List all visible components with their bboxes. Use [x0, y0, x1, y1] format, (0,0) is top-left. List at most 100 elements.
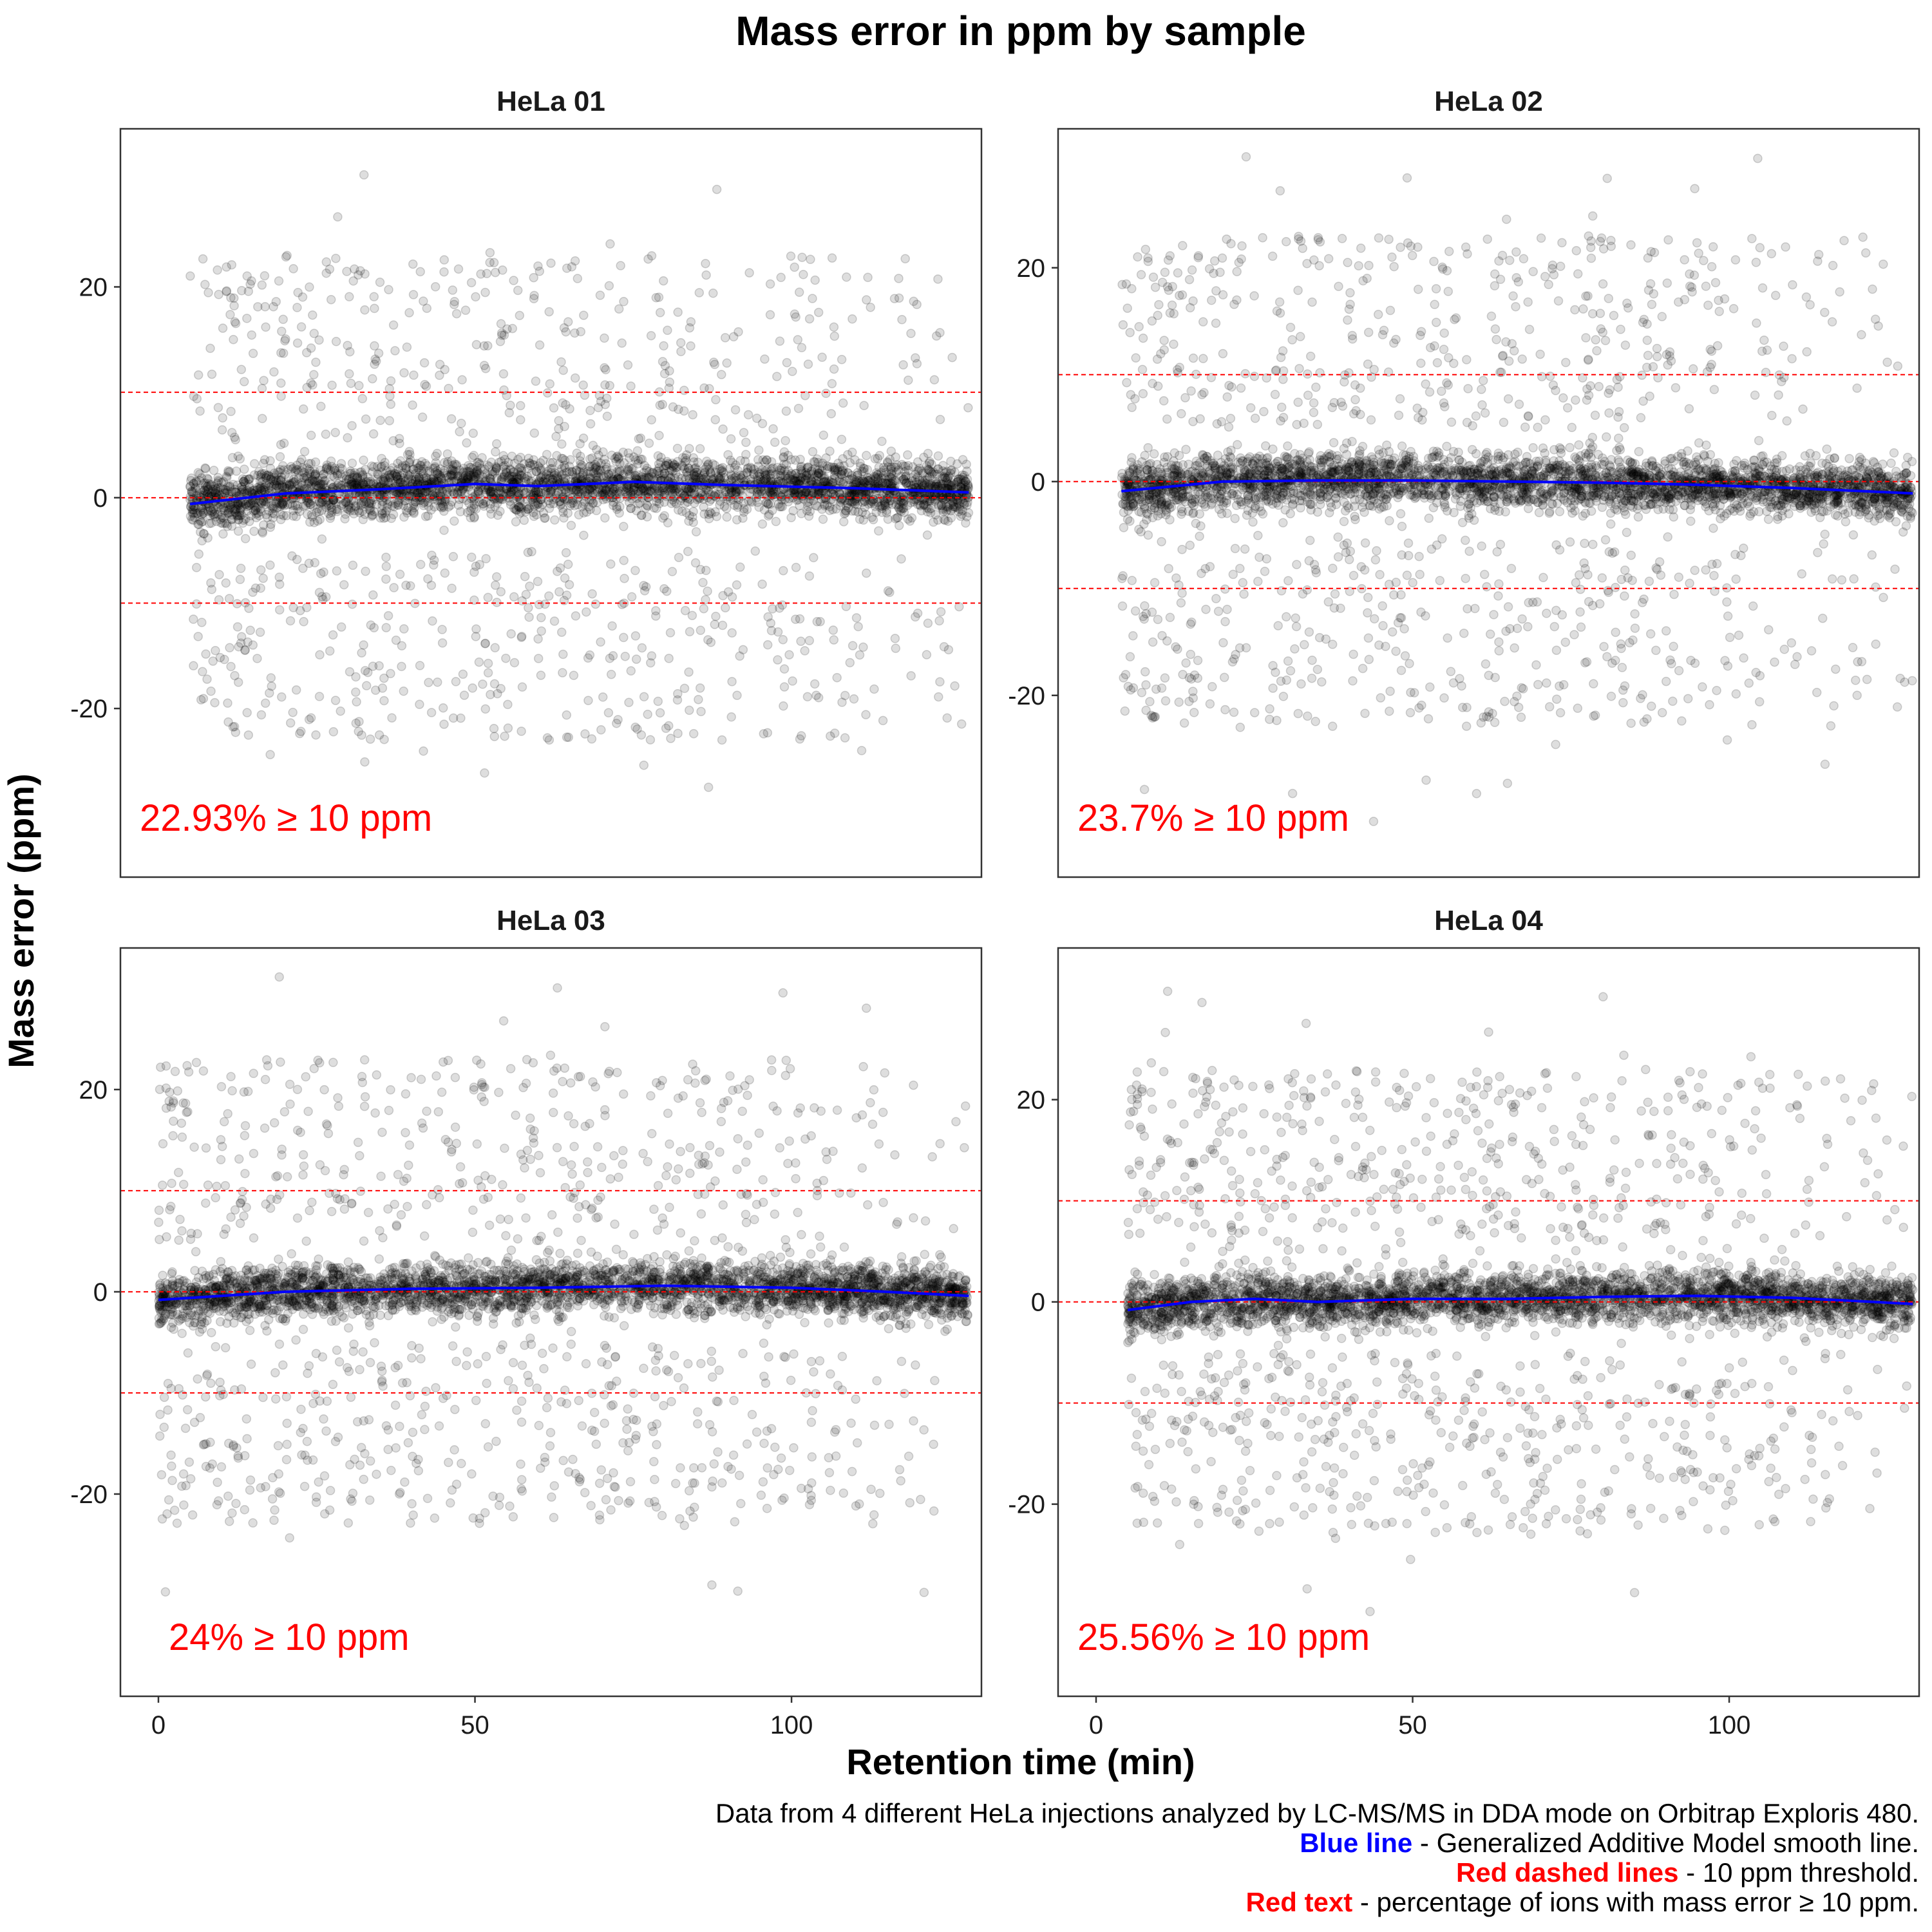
- data-point: [829, 635, 839, 645]
- data-point: [290, 477, 299, 487]
- data-point: [842, 272, 851, 282]
- data-point: [766, 466, 776, 476]
- data-point: [292, 460, 302, 470]
- data-point: [820, 499, 829, 509]
- data-point: [710, 415, 721, 424]
- data-point: [596, 637, 605, 647]
- data-point: [350, 500, 361, 511]
- data-point: [635, 498, 645, 508]
- data-point: [372, 499, 381, 509]
- data-point: [246, 511, 256, 520]
- data-point: [766, 626, 777, 636]
- data-point: [278, 480, 287, 490]
- data-point: [453, 500, 464, 510]
- data-point: [217, 425, 227, 435]
- data-point: [768, 604, 777, 614]
- data-point: [636, 510, 647, 520]
- data-point: [612, 718, 621, 728]
- data-point: [699, 464, 710, 475]
- data-point: [302, 473, 312, 483]
- data-point: [654, 468, 664, 478]
- data-point: [754, 445, 764, 455]
- data-point: [860, 502, 870, 513]
- data-point: [952, 459, 962, 469]
- data-point: [563, 317, 573, 327]
- data-point: [721, 603, 730, 612]
- data-point: [797, 509, 806, 518]
- data-point: [191, 476, 201, 486]
- data-point: [266, 519, 276, 529]
- data-point: [1230, 544, 1240, 554]
- data-point: [897, 315, 907, 325]
- data-point: [903, 450, 913, 460]
- data-point: [772, 372, 782, 381]
- data-point: [588, 462, 598, 471]
- data-point: [198, 667, 207, 677]
- data-point: [463, 473, 473, 484]
- data-point: [345, 292, 354, 302]
- data-point: [446, 500, 455, 510]
- data-point: [583, 696, 593, 705]
- data-point: [836, 494, 846, 504]
- data-point: [529, 501, 539, 511]
- data-point: [820, 501, 829, 511]
- data-point: [1536, 233, 1546, 243]
- data-point: [419, 746, 428, 756]
- data-point: [636, 730, 647, 740]
- data-point: [828, 489, 838, 499]
- data-point: [658, 276, 668, 286]
- data-point: [358, 515, 368, 525]
- data-point: [309, 477, 319, 487]
- data-point: [232, 511, 243, 521]
- data-point: [596, 725, 606, 735]
- data-point: [922, 650, 932, 659]
- data-point: [391, 635, 401, 645]
- data-point: [1478, 375, 1488, 386]
- data-point: [305, 500, 315, 509]
- data-point: [759, 729, 769, 739]
- data-point: [799, 270, 808, 279]
- data-point: [218, 413, 227, 423]
- data-point: [516, 726, 526, 736]
- data-point: [574, 487, 584, 497]
- data-point: [818, 459, 828, 468]
- data-point: [647, 415, 656, 425]
- data-point: [931, 331, 942, 341]
- data-point: [946, 478, 956, 488]
- data-point: [229, 432, 240, 442]
- data-point: [355, 468, 365, 477]
- data-point: [298, 404, 308, 414]
- data-point: [476, 269, 486, 279]
- data-point: [550, 468, 560, 478]
- data-point: [739, 504, 749, 514]
- data-point: [430, 488, 440, 498]
- data-point: [483, 658, 493, 668]
- data-point: [377, 509, 387, 520]
- data-point: [582, 469, 592, 479]
- data-point: [873, 478, 883, 488]
- data-point: [962, 500, 972, 510]
- data-point: [854, 476, 864, 486]
- data-point: [551, 431, 561, 442]
- data-point: [808, 495, 819, 506]
- data-point: [869, 684, 879, 694]
- data-point: [1822, 444, 1832, 454]
- data-point: [282, 251, 292, 260]
- data-point: [763, 499, 773, 509]
- data-point: [314, 497, 324, 507]
- data-point: [605, 654, 615, 663]
- data-point: [500, 471, 509, 481]
- data-point: [576, 327, 586, 337]
- data-point: [455, 427, 464, 437]
- data-point: [368, 510, 378, 520]
- data-point: [436, 473, 446, 482]
- data-point: [486, 690, 495, 699]
- data-point: [448, 466, 457, 476]
- data-point: [516, 401, 526, 411]
- data-point: [1205, 699, 1215, 709]
- data-point: [289, 506, 298, 515]
- data-point: [743, 463, 753, 473]
- data-point: [1558, 393, 1568, 403]
- data-point: [467, 552, 477, 562]
